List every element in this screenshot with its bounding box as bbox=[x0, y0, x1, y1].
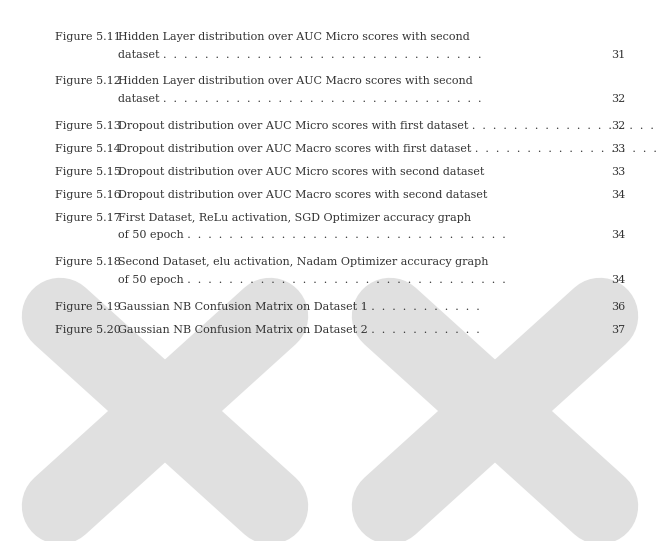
Text: Figure 5.14: Figure 5.14 bbox=[55, 144, 121, 154]
Text: Gaussian NB Confusion Matrix on Dataset 2 .  .  .  .  .  .  .  .  .  .  .: Gaussian NB Confusion Matrix on Dataset … bbox=[118, 325, 480, 335]
Text: 34: 34 bbox=[611, 230, 625, 241]
Text: Dropout distribution over AUC Macro scores with second dataset: Dropout distribution over AUC Macro scor… bbox=[118, 190, 487, 200]
Text: Figure 5.20: Figure 5.20 bbox=[55, 325, 121, 335]
Text: Dropout distribution over AUC Macro scores with first dataset .  .  .  .  .  .  : Dropout distribution over AUC Macro scor… bbox=[118, 144, 661, 154]
Text: Figure 5.13: Figure 5.13 bbox=[55, 121, 121, 131]
Text: Second Dataset, elu activation, Nadam Optimizer accuracy graph: Second Dataset, elu activation, Nadam Op… bbox=[118, 258, 488, 267]
Text: dataset .  .  .  .  .  .  .  .  .  .  .  .  .  .  .  .  .  .  .  .  .  .  .  .  : dataset . . . . . . . . . . . . . . . . … bbox=[118, 94, 481, 104]
Text: Dropout distribution over AUC Micro scores with first dataset .  .  .  .  .  .  : Dropout distribution over AUC Micro scor… bbox=[118, 121, 661, 131]
Text: Hidden Layer distribution over AUC Micro scores with second: Hidden Layer distribution over AUC Micro… bbox=[118, 32, 470, 42]
Text: 32: 32 bbox=[611, 94, 625, 104]
Text: 33: 33 bbox=[611, 144, 625, 154]
Text: Figure 5.18: Figure 5.18 bbox=[55, 258, 121, 267]
Text: First Dataset, ReLu activation, SGD Optimizer accuracy graph: First Dataset, ReLu activation, SGD Opti… bbox=[118, 213, 471, 223]
Text: Figure 5.11: Figure 5.11 bbox=[55, 32, 121, 42]
Text: 36: 36 bbox=[611, 302, 625, 312]
Text: dataset .  .  .  .  .  .  .  .  .  .  .  .  .  .  .  .  .  .  .  .  .  .  .  .  : dataset . . . . . . . . . . . . . . . . … bbox=[118, 49, 481, 60]
Text: Gaussian NB Confusion Matrix on Dataset 1 .  .  .  .  .  .  .  .  .  .  .: Gaussian NB Confusion Matrix on Dataset … bbox=[118, 302, 480, 312]
Text: 31: 31 bbox=[611, 49, 625, 60]
Text: 34: 34 bbox=[611, 275, 625, 285]
Text: Figure 5.12: Figure 5.12 bbox=[55, 76, 121, 87]
Text: 34: 34 bbox=[611, 190, 625, 200]
Text: 32: 32 bbox=[611, 121, 625, 131]
Text: 33: 33 bbox=[611, 167, 625, 177]
Text: Figure 5.15: Figure 5.15 bbox=[55, 167, 121, 177]
Text: 37: 37 bbox=[611, 325, 625, 335]
Text: Figure 5.17: Figure 5.17 bbox=[55, 213, 121, 223]
Text: Dropout distribution over AUC Micro scores with second dataset: Dropout distribution over AUC Micro scor… bbox=[118, 167, 485, 177]
Text: of 50 epoch .  .  .  .  .  .  .  .  .  .  .  .  .  .  .  .  .  .  .  .  .  .  . : of 50 epoch . . . . . . . . . . . . . . … bbox=[118, 275, 506, 285]
Text: Figure 5.19: Figure 5.19 bbox=[55, 302, 121, 312]
Text: of 50 epoch .  .  .  .  .  .  .  .  .  .  .  .  .  .  .  .  .  .  .  .  .  .  . : of 50 epoch . . . . . . . . . . . . . . … bbox=[118, 230, 506, 241]
Text: Figure 5.16: Figure 5.16 bbox=[55, 190, 121, 200]
Text: Hidden Layer distribution over AUC Macro scores with second: Hidden Layer distribution over AUC Macro… bbox=[118, 76, 473, 87]
